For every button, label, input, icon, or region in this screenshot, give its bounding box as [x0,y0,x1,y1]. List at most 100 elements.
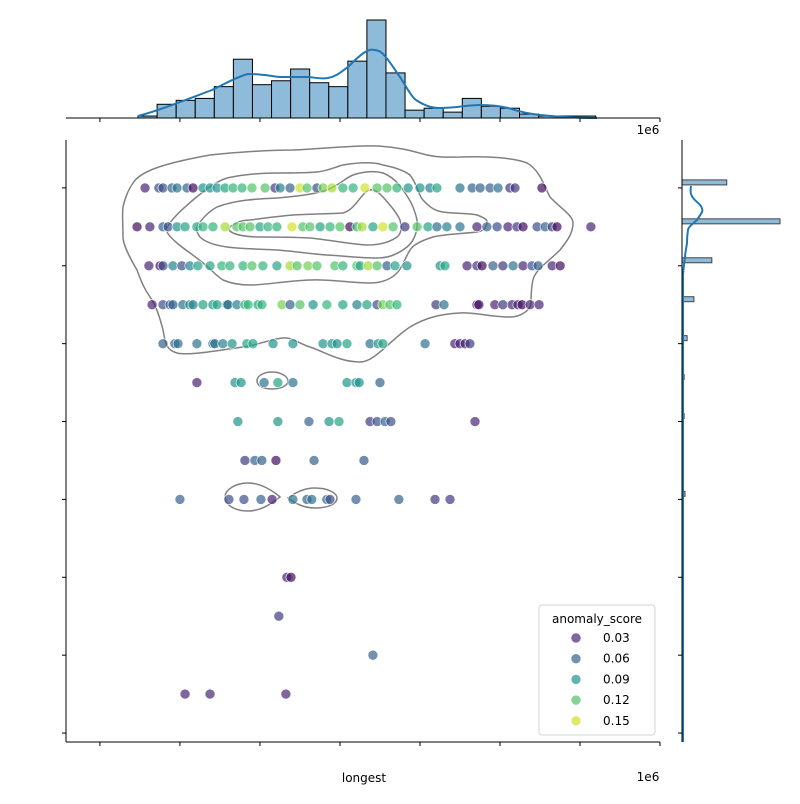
scatter-point [259,182,271,194]
scatter-point [144,221,156,233]
scatter-point [385,416,397,427]
top-hist-bar [271,80,292,119]
top-hist-bar [480,105,501,119]
scatter-point [361,299,373,311]
scatter-point [280,688,292,700]
scatter-point [334,221,346,233]
scatter-point [239,455,251,466]
scatter-point [291,260,303,272]
scatter-point [337,299,349,311]
scatter-point [246,182,258,194]
main-scatter-axes [62,140,661,746]
top-hist-bar [194,97,215,119]
scatter-point [389,260,401,272]
scatter-point [266,494,278,505]
legend-marker [570,674,582,685]
scatter-point [256,455,268,466]
scatter-point [211,299,223,311]
scatter-point [257,260,269,272]
scatter-point [454,182,466,194]
scatter-point [497,299,509,311]
scatter-point [439,260,451,272]
scatter-point [554,260,566,272]
scatter-point [371,182,383,194]
x-offset-label-bottom: 1e6 [637,770,660,784]
scatter-point [307,299,319,311]
scatter-point [314,221,326,233]
scatter-point [481,221,493,233]
scatter-point [517,260,529,272]
scatter-point [431,221,443,233]
right-hist-bar [681,257,713,264]
scatter-point [491,221,503,233]
legend-label: 0.03 [603,631,630,645]
top-kde-curve [137,48,598,119]
scatter-point [358,455,370,466]
legend-marker [570,653,582,665]
scatter-point [381,182,393,194]
scatter-point [207,221,219,233]
scatter-point [551,221,563,233]
scatter-point [524,299,536,311]
scatter-point [301,182,313,194]
scatter-point [401,260,413,272]
axes-frame [62,140,661,746]
scatter-point [464,338,476,349]
scatter-point [444,494,456,505]
scatter-point [497,260,509,272]
scatter-point [262,221,274,233]
scatter-point [244,221,256,233]
scatter-points [131,182,597,700]
scatter-point [258,377,270,388]
scatter-point [337,182,349,194]
scatter-point [359,182,371,194]
scatter-point [323,416,335,427]
scatter-point [287,377,299,388]
scatter-point [187,299,199,311]
scatter-point [311,260,323,272]
scatter-point [304,221,316,233]
scatter-point [226,338,238,349]
scatter-point [474,182,486,194]
legend-label: 0.15 [603,714,630,728]
scatter-point [308,455,320,466]
scatter-point [393,494,405,505]
scatter-point [306,494,318,505]
scatter-point [272,377,284,388]
scatter-point [157,338,169,349]
scatter-point [172,338,184,349]
scatter-point [232,416,244,427]
scatter-point [469,416,481,427]
scatter-point [237,260,249,272]
scatter-point [192,260,204,272]
scatter-point [454,221,466,233]
top-hist-bar [461,97,482,119]
top-hist-bar [213,86,234,119]
scatter-point [157,182,169,194]
scatter-point [143,260,155,272]
scatter-point [324,494,336,505]
scatter-point [191,377,203,388]
scatter-point [476,260,488,272]
scatter-point [167,260,179,272]
scatter-point [502,221,514,233]
legend-marker [570,715,582,727]
right-marginal-histogram [678,140,781,742]
scatter-point [270,455,282,466]
legend-title: anomaly_score [552,612,642,626]
scatter-point [532,260,544,272]
kde-contour-level-7 [286,487,338,509]
top-hist-bar [442,111,463,119]
scatter-point [399,221,411,233]
scatter-point [341,377,353,388]
scatter-point [197,221,209,233]
scatter-point [347,182,359,194]
scatter-point [367,649,379,661]
top-hist-bar [347,60,368,119]
top-hist-bar [328,86,349,119]
scatter-point [321,299,333,311]
top-hist-bar [251,84,273,119]
scatter-point [326,182,338,194]
scatter-point [371,260,383,272]
